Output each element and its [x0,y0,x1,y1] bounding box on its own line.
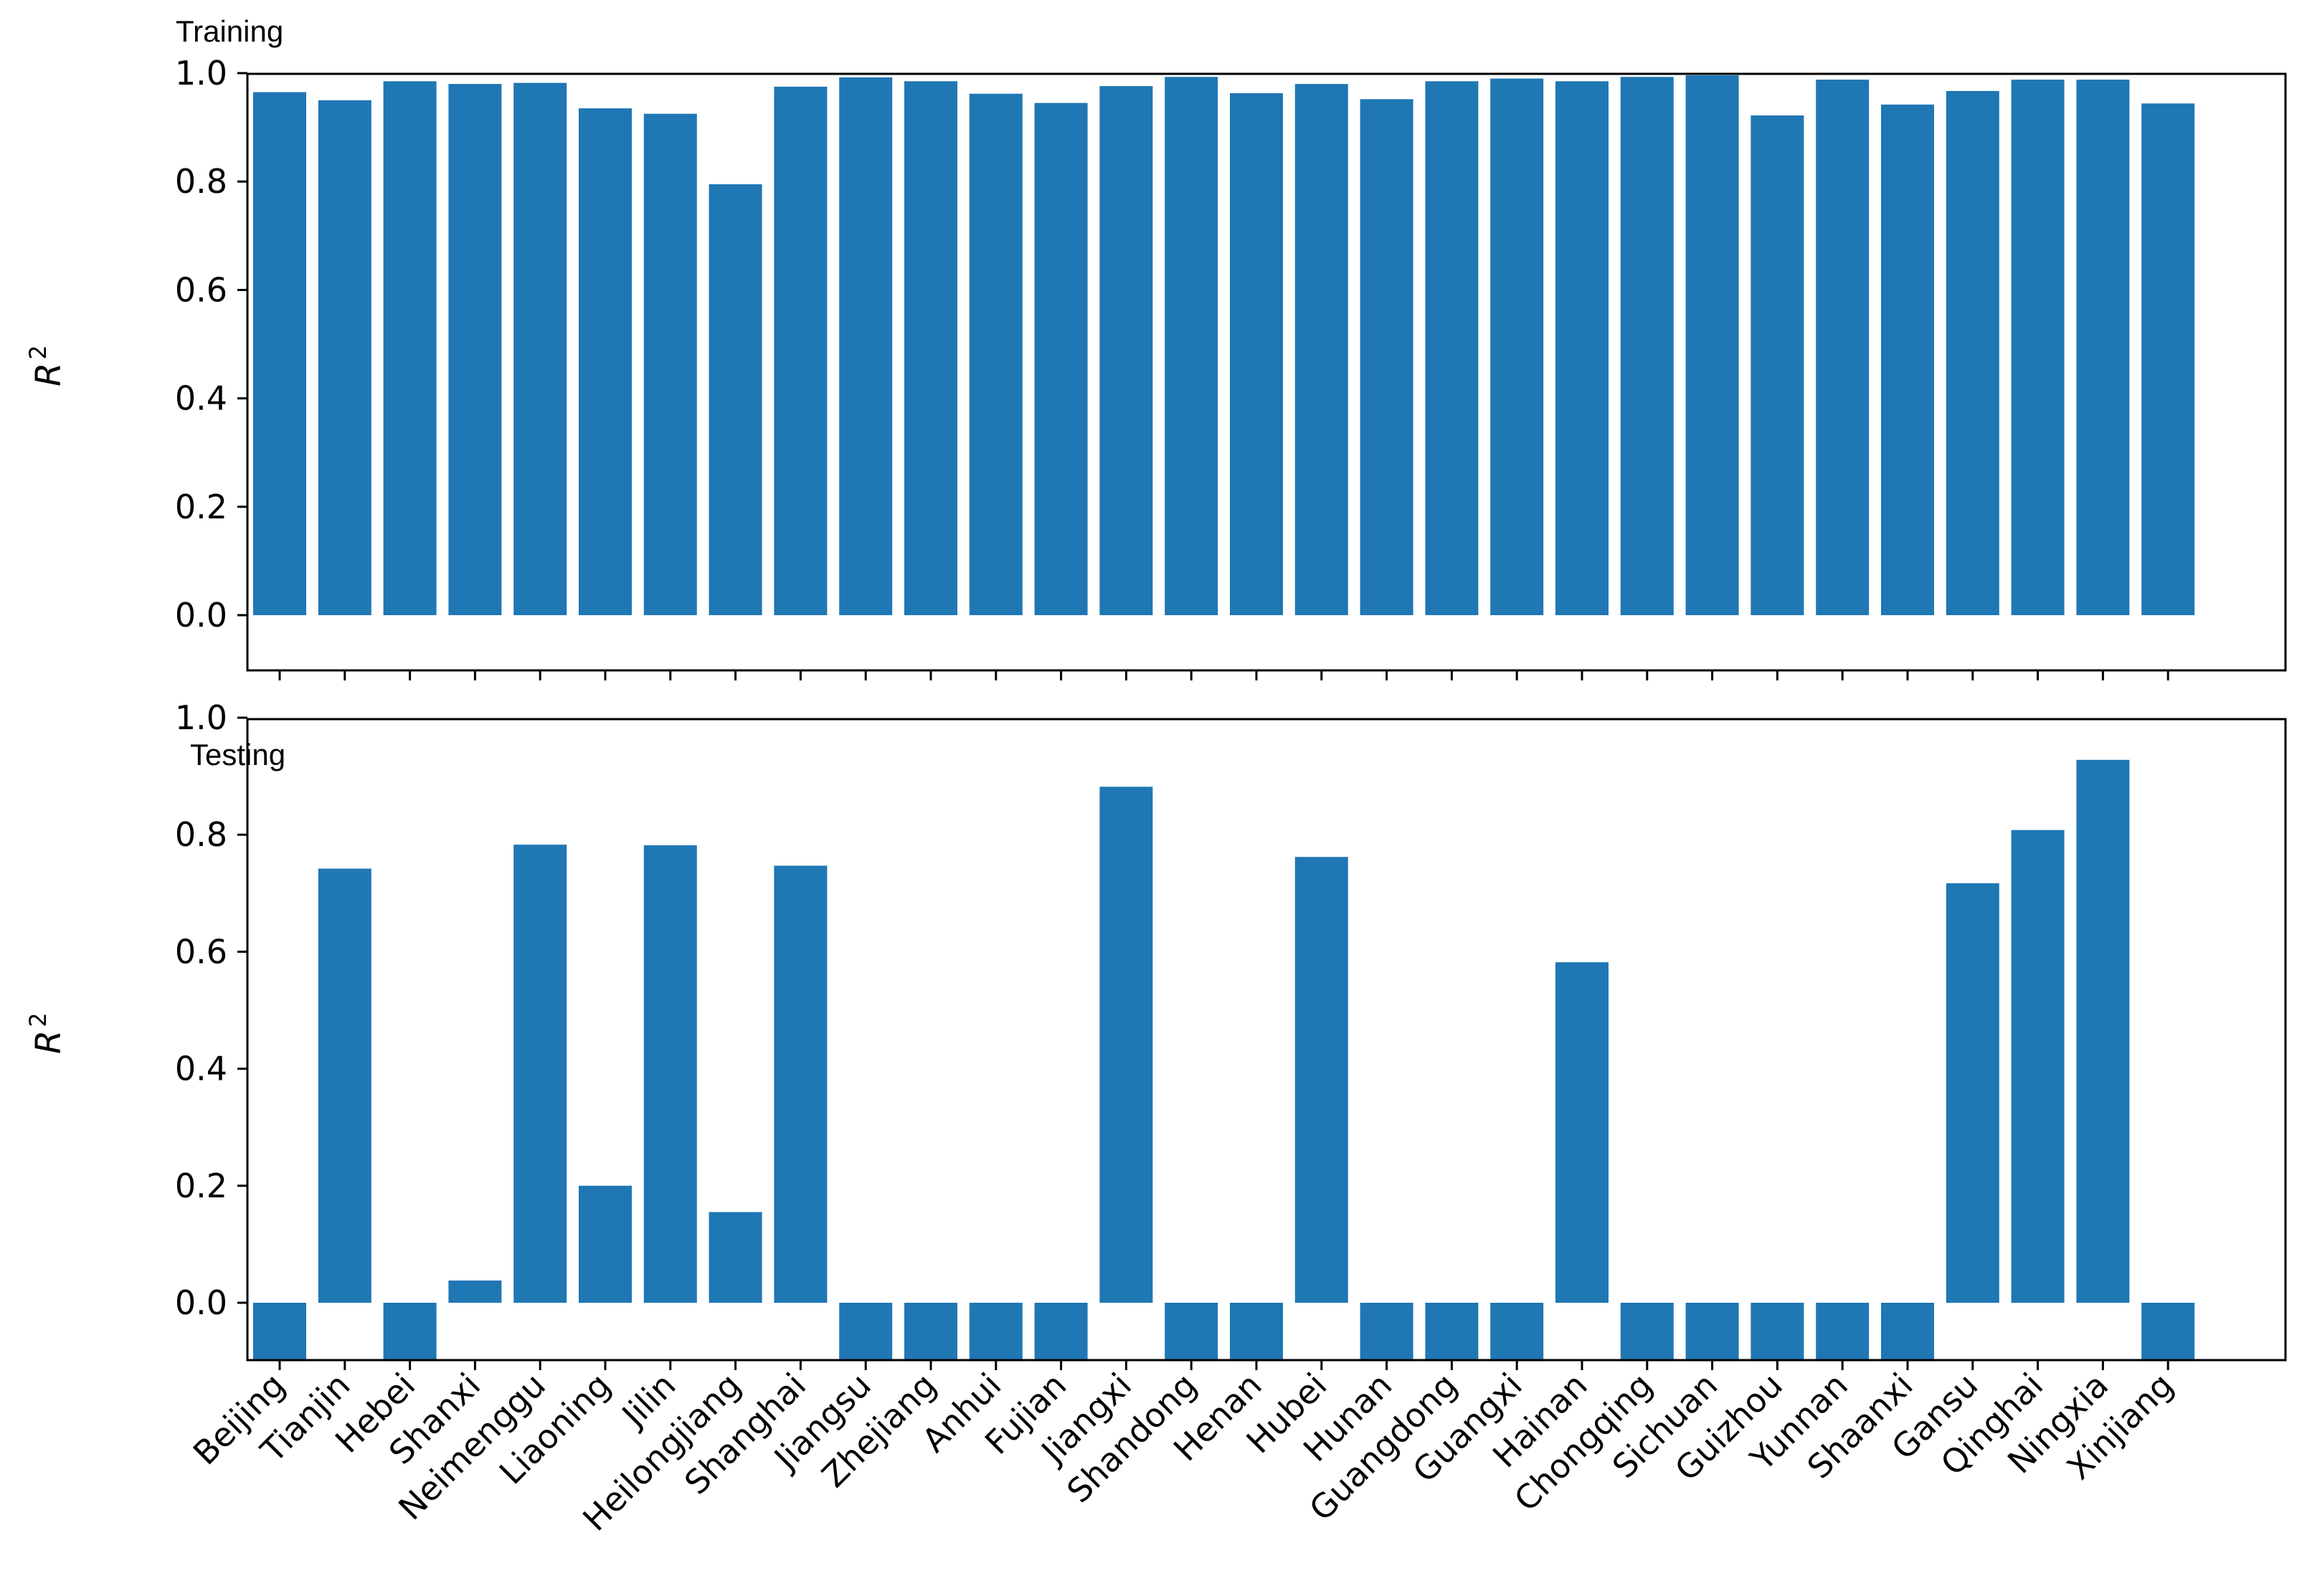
training-bar-tianjin [318,100,371,616]
training-bar-gansu [1946,90,1999,615]
testing-axes-frame [246,718,2287,1362]
training-bar-heilongjiang [709,184,762,615]
training-panel-title: Training [176,14,283,48]
training-bar-henan [1230,93,1283,615]
training-ytick-label-2: 0.4 [175,379,227,418]
testing-bar-jilin [643,845,697,1303]
training-ytick-label-3: 0.6 [175,270,227,309]
training-bar-liaoning [579,108,632,616]
testing-bar-yunnan [1816,1303,1870,1362]
training-panel: Training 0.0 0.2 0.4 0.6 0.8 1.0 R2 [24,14,2287,680]
testing-bar-henan [1230,1303,1283,1362]
testing-bar-shanxi [448,1281,502,1303]
testing-bar-anhui [969,1303,1023,1362]
testing-y-axis-label: R2 [24,1012,69,1054]
testing-bar-shanghai [774,865,828,1303]
testing-bar-guizhou [1751,1303,1804,1362]
testing-bar-guangdong [1425,1303,1479,1362]
testing-bar-zhejiang [904,1303,957,1362]
testing-bar-liaoning [579,1185,632,1303]
training-bar-neimenggu [513,82,567,616]
testing-bar-ningxia [2076,759,2130,1303]
training-bar-sichuan [1685,75,1739,615]
training-bar-hubei [1294,84,1348,616]
testing-bar-beijing [253,1303,306,1362]
training-bar-xinjiang [2141,103,2195,616]
training-bar-zhejiang [904,81,957,616]
training-ytick-label-5: 1.0 [175,54,227,92]
testing-y-axis-label-superscript: 2 [24,1012,52,1027]
testing-ytick-label-5: 1.0 [175,698,227,737]
training-ytick-label-0: 0.0 [175,596,227,635]
training-ytick-label-1: 0.2 [175,488,227,526]
testing-bar-hubei [1294,857,1348,1303]
training-bar-jilin [643,113,697,615]
testing-bar-shandong [1165,1303,1218,1362]
testing-bar-jiangsu [839,1303,893,1362]
testing-bar-chongqing [1620,1303,1674,1362]
testing-ytick-label-1: 0.2 [175,1167,227,1205]
testing-bar-hebei [383,1303,437,1362]
testing-bar-shaanxi [1881,1303,1934,1362]
testing-bar-qinghai [2011,830,2065,1303]
training-bar-beijing [253,92,306,615]
training-ytick-label-4: 0.8 [175,162,227,201]
testing-bar-guangxi [1490,1303,1544,1362]
training-bar-ningxia [2076,80,2130,616]
training-bar-chongqing [1620,77,1674,616]
training-bar-qinghai [2011,80,2065,616]
training-bar-jiangsu [839,77,893,615]
training-bar-jiangxi [1099,86,1153,616]
testing-panel: Testing 0.0 0.2 0.4 0.6 0.8 1.0 R2 [24,698,2287,1370]
training-bar-shaanxi [1881,104,1934,616]
testing-bar-neimenggu [513,845,567,1303]
training-bar-yunnan [1816,80,1870,616]
testing-bar-heilongjiang [709,1212,762,1303]
training-axes-frame [246,72,2287,672]
testing-bar-sichuan [1685,1303,1739,1362]
testing-bar-fujian [1034,1303,1088,1362]
training-bar-guangdong [1425,81,1479,616]
training-bar-shandong [1165,77,1218,616]
training-y-axis-label-superscript: 2 [24,345,52,359]
training-bar-hainan [1555,81,1609,616]
testing-bar-xinjiang [2141,1303,2195,1362]
testing-bar-jiangxi [1099,787,1153,1303]
testing-ytick-label-0: 0.0 [175,1283,227,1322]
training-y-axis-label: R2 [24,345,69,386]
testing-ytick-label-2: 0.4 [175,1050,227,1088]
testing-bar-gansu [1946,883,1999,1303]
testing-bar-hainan [1555,962,1609,1303]
testing-ytick-label-3: 0.6 [175,932,227,971]
testing-panel-title: Testing [190,738,285,771]
training-bar-fujian [1034,103,1088,616]
testing-bar-hunan [1360,1303,1413,1362]
testing-bar-tianjin [318,868,371,1303]
training-bar-hebei [383,81,437,616]
training-bar-hunan [1360,99,1413,616]
x-tick-labels: BeijingTianjinHebeiShanxiNeimengguLiaoni… [186,1366,2181,1539]
training-bar-shanghai [774,86,828,615]
training-bar-anhui [969,93,1023,615]
training-bar-guangxi [1490,78,1544,616]
testing-ytick-label-4: 0.8 [175,815,227,854]
training-bar-shanxi [448,84,502,616]
training-bar-guizhou [1751,115,1804,615]
